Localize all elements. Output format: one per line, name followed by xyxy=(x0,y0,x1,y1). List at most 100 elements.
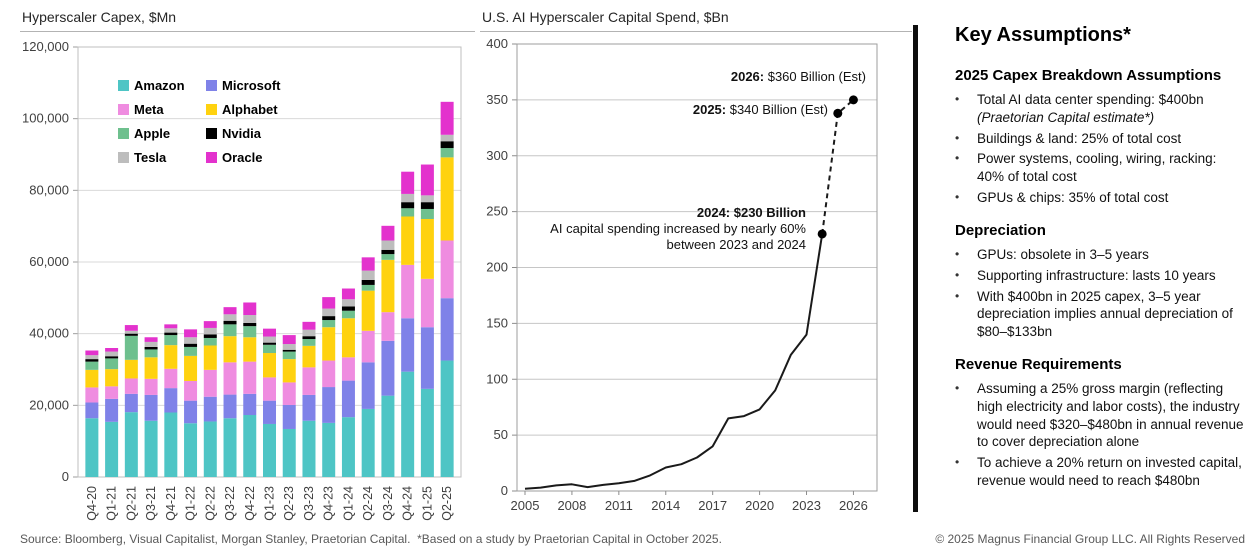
bar-segment-apple xyxy=(282,351,296,360)
bar-segment-microsoft xyxy=(263,400,276,424)
bar-segment-amazon xyxy=(381,395,395,477)
legend-label-microsoft: Microsoft xyxy=(222,78,281,93)
bar-segment-nvidia xyxy=(144,346,158,350)
key-assumptions-panel: Key Assumptions* 2025 Capex Breakdown As… xyxy=(955,24,1247,493)
bar-segment-tesla xyxy=(282,344,296,350)
bullet-indent xyxy=(965,130,977,148)
bar-segment-apple xyxy=(203,337,217,346)
bullet-marker: • xyxy=(955,455,960,470)
bar-segment-alphabet xyxy=(243,337,257,362)
annotation-2024-headline: 2024: $230 Billion xyxy=(696,205,806,220)
bar-segment-tesla xyxy=(440,134,454,142)
bullet-marker: • xyxy=(955,380,960,395)
x-axis-label: Q2-24 xyxy=(361,486,375,521)
bullet-indent xyxy=(965,246,977,264)
bullet-text: Power systems, cooling, wiring, racking:… xyxy=(977,151,1217,185)
bar-segment-amazon xyxy=(124,412,138,477)
x-axis-label: Q3-23 xyxy=(302,486,316,521)
bar-segment-tesla xyxy=(263,336,276,343)
y-axis-label: 100 xyxy=(486,371,508,386)
bullet-item: • Buildings & land: 25% of total cost xyxy=(955,130,1247,148)
x-axis-label: Q4-24 xyxy=(401,486,415,521)
bar-segment-oracle xyxy=(263,328,276,337)
x-axis-label: Q1-25 xyxy=(420,486,434,521)
bar-segment-oracle xyxy=(322,297,336,309)
y-axis-label: 60,000 xyxy=(29,254,69,269)
y-axis-label: 0 xyxy=(62,469,69,484)
annotation-2025-year: 2025: xyxy=(692,102,727,117)
annotation-2026-value: $360 Billion (Est) xyxy=(764,69,866,84)
bar-segment-apple xyxy=(401,208,415,217)
bullet-item: • Supporting infrastructure: lasts 10 yea… xyxy=(955,267,1247,285)
bullet-text: GPUs & chips: 35% of total cost xyxy=(977,190,1169,206)
bar-segment-meta xyxy=(184,380,198,401)
x-axis-label: Q3-21 xyxy=(144,486,158,521)
annotation-2024-line1: AI capital spending increased by nearly … xyxy=(550,221,806,236)
bullet-text: Total AI data center spending: $400bn (Pr… xyxy=(977,91,1247,127)
bar-segment-amazon xyxy=(223,418,237,477)
bar-segment-tesla xyxy=(144,341,158,347)
bar-segment-tesla xyxy=(401,193,415,203)
bar-segment-tesla xyxy=(184,337,198,344)
bar-segment-tesla xyxy=(203,327,217,335)
y-axis-label: 80,000 xyxy=(29,182,69,197)
bar-segment-apple xyxy=(420,208,434,219)
bar-segment-apple xyxy=(322,320,336,328)
bar-segment-nvidia xyxy=(164,332,178,336)
bar-segment-meta xyxy=(243,361,257,394)
bar-segment-amazon xyxy=(322,422,336,477)
bar-segment-amazon xyxy=(85,418,99,477)
bar-segment-oracle xyxy=(341,288,355,300)
mid-chart-title: U.S. AI Hyperscaler Capital Spend, $Bn xyxy=(480,5,912,32)
x-axis-label: Q4-23 xyxy=(322,486,336,521)
key-assumptions-title: Key Assumptions* xyxy=(955,24,1131,46)
x-axis-label: Q1-23 xyxy=(263,486,277,521)
bar-segment-apple xyxy=(440,148,454,158)
legend-label-alphabet: Alphabet xyxy=(222,102,278,117)
bar-segment-microsoft xyxy=(440,298,454,361)
bar-segment-alphabet xyxy=(322,327,336,361)
bullet-item: • Assuming a 25% gross margin (reflecting… xyxy=(955,380,1247,451)
bar-segment-apple xyxy=(85,361,99,370)
bar-segment-microsoft xyxy=(203,396,217,422)
bar-segment-meta xyxy=(440,240,454,299)
bar-segment-oracle xyxy=(302,321,316,330)
bar-segment-oracle xyxy=(381,225,395,241)
bar-segment-nvidia xyxy=(243,322,257,327)
legend-label-oracle: Oracle xyxy=(222,150,262,165)
bar-segment-microsoft xyxy=(302,394,316,421)
bar-segment-amazon xyxy=(164,412,178,477)
bullet-marker: • xyxy=(955,190,960,205)
y-axis-label: 40,000 xyxy=(29,326,69,341)
bar-segment-meta xyxy=(85,387,99,403)
y-axis-label: 150 xyxy=(486,315,508,330)
bar-segment-microsoft xyxy=(124,393,138,413)
bullet-text-italic: (Praetorian Capital estimate*) xyxy=(977,109,1155,125)
bar-segment-amazon xyxy=(440,360,454,477)
bar-segment-amazon xyxy=(401,371,415,477)
x-axis-label: 2026 xyxy=(839,498,868,513)
y-axis-label: 250 xyxy=(486,204,508,219)
section-heading-2: Revenue Requirements xyxy=(955,355,1122,373)
bar-segment-amazon xyxy=(105,421,119,477)
bar-segment-meta xyxy=(124,378,138,394)
bullet-item: • GPUs: obsolete in 3–5 years xyxy=(955,246,1247,264)
bar-segment-microsoft xyxy=(341,380,355,418)
legend-label-nvidia: Nvidia xyxy=(222,126,262,141)
bar-segment-meta xyxy=(282,382,296,405)
trend-line-forecast xyxy=(821,99,855,235)
bar-segment-oracle xyxy=(85,350,99,356)
bar-segment-tesla xyxy=(85,355,99,360)
bar-segment-oracle xyxy=(401,171,415,194)
annotation-2025: 2025: $340 Billion (Est) xyxy=(693,102,828,117)
bar-segment-microsoft xyxy=(381,340,395,396)
bar-segment-nvidia xyxy=(263,342,276,345)
bar-segment-nvidia xyxy=(401,202,415,209)
bar-segment-alphabet xyxy=(381,259,395,313)
x-axis-label: 2017 xyxy=(698,498,727,513)
bar-segment-meta xyxy=(381,312,395,341)
bullet-indent xyxy=(965,267,977,285)
bar-segment-amazon xyxy=(341,417,355,477)
bar-segment-microsoft xyxy=(144,394,158,421)
bar-segment-oracle xyxy=(203,321,217,328)
